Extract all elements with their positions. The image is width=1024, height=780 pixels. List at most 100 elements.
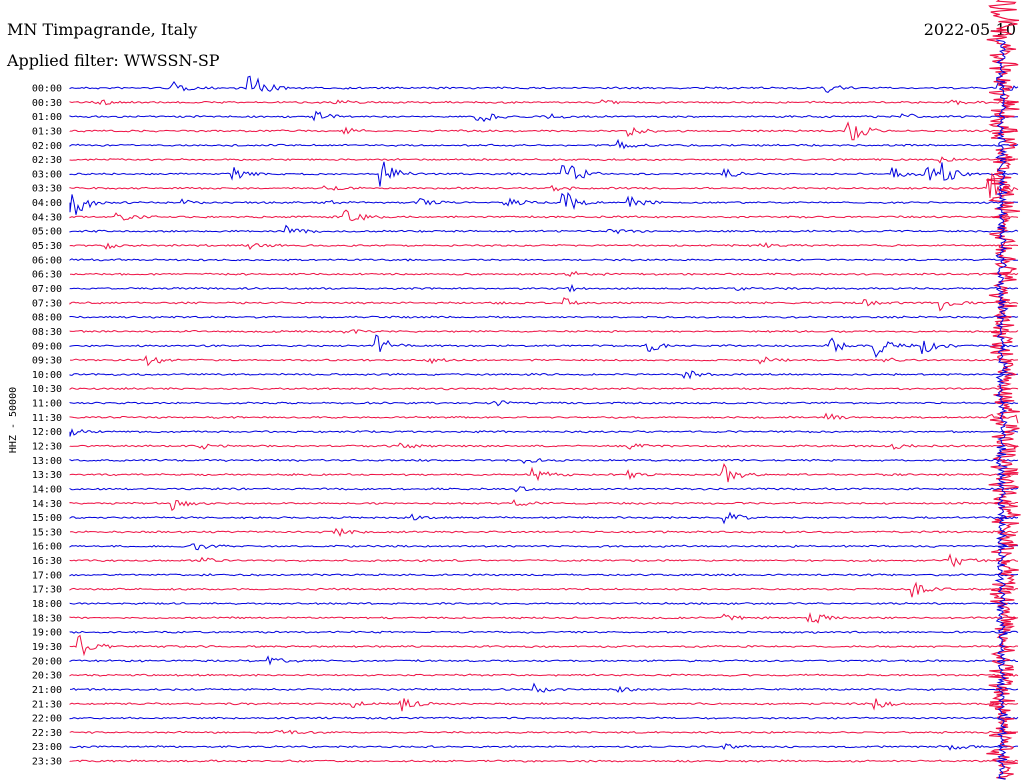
- tick-label-row: 17:30: [32, 585, 62, 596]
- tick-label-row: 03:00: [32, 169, 62, 180]
- tick-label-row: 03:30: [32, 184, 62, 195]
- trace-row: [69, 224, 1019, 235]
- filter-label: Applied filter: WWSSN-SP: [7, 51, 220, 70]
- trace-row: [69, 387, 1019, 391]
- tick-label-row: 04:00: [32, 198, 62, 209]
- trace-row: [69, 400, 1019, 407]
- trace-row: [69, 370, 1019, 380]
- tick-label-row: 12:00: [32, 427, 62, 438]
- trace-row: [69, 121, 1019, 141]
- tick-label-row: 02:30: [32, 155, 62, 166]
- trace-row: [69, 297, 1019, 312]
- trace-row: [69, 457, 1019, 464]
- trace-row: [69, 283, 1019, 293]
- trace-row: [69, 729, 1019, 735]
- tick-label-row: 15:30: [32, 527, 62, 538]
- station-title: MN Timpagrande, Italy: [7, 20, 198, 39]
- tick-label-row: 09:00: [32, 341, 62, 352]
- tick-label-row: 19:30: [32, 642, 62, 653]
- tick-label-row: 07:00: [32, 284, 62, 295]
- trace-row: [69, 759, 1019, 763]
- trace-row: [69, 209, 1019, 222]
- trace-row: [69, 611, 1019, 624]
- tick-label-row: 15:00: [32, 513, 62, 524]
- tick-label-row: 07:30: [32, 298, 62, 309]
- tick-label-row: 04:30: [32, 212, 62, 223]
- tick-label-row: 20:00: [32, 656, 62, 667]
- y-axis-label: HHZ - 50000: [8, 387, 19, 453]
- tick-label-row: 21:30: [32, 699, 62, 710]
- trace-row: [69, 601, 1019, 606]
- trace-row: [69, 573, 1019, 577]
- trace-row: [69, 463, 1019, 483]
- trace-row: [69, 581, 1019, 598]
- trace-row: [69, 355, 1019, 367]
- tick-label-row: 23:00: [32, 742, 62, 753]
- tick-label-row: 02:00: [32, 141, 62, 152]
- trace-row: [69, 99, 1019, 106]
- tick-label-row: 18:30: [32, 613, 62, 624]
- trace-row: [69, 716, 1019, 720]
- tick-label-row: 00:00: [32, 84, 62, 95]
- trace-row: [69, 682, 1019, 693]
- date-label: 2022-05-10: [923, 20, 1016, 39]
- tick-label-row: 22:30: [32, 728, 62, 739]
- tick-label-row: 05:30: [32, 241, 62, 252]
- tick-label-row: 09:30: [32, 356, 62, 367]
- trace-row: [69, 511, 1019, 525]
- trace-row: [69, 75, 1019, 93]
- trace-row: [69, 191, 1018, 215]
- tick-label-row: 00:30: [32, 98, 62, 109]
- trace-row: [69, 486, 1019, 493]
- tick-label-row: 14:30: [32, 499, 62, 510]
- tick-label-row: 22:00: [32, 714, 62, 725]
- trace-row: [69, 258, 1019, 262]
- trace-row: [69, 634, 1019, 657]
- seismic-traces: [69, 75, 1019, 763]
- large-event-trace-red: [986, 0, 1021, 780]
- trace-row: [69, 270, 1019, 277]
- tick-label-row: 05:00: [32, 227, 62, 238]
- tick-label-row: 12:30: [32, 442, 62, 453]
- tick-label-row: 11:30: [32, 413, 62, 424]
- trace-row: [69, 673, 1019, 677]
- tick-label-row: 11:00: [32, 399, 62, 410]
- tick-label-row: 01:30: [32, 126, 62, 137]
- tick-label-row: 01:00: [32, 112, 62, 123]
- trace-row: [69, 543, 1019, 551]
- tick-label-row: 20:30: [32, 671, 62, 682]
- trace-row: [69, 329, 1019, 335]
- trace-row: [69, 527, 1019, 537]
- trace-row: [69, 499, 1018, 512]
- tick-label-row: 10:30: [32, 384, 62, 395]
- tick-label-row: 17:00: [32, 570, 62, 581]
- tick-label-row: 08:30: [32, 327, 62, 338]
- trace-row: [69, 553, 1019, 568]
- tick-label-row: 19:00: [32, 628, 62, 639]
- trace-row: [69, 630, 1019, 634]
- tick-label-row: 06:30: [32, 270, 62, 281]
- tick-label-row: 10:00: [32, 370, 62, 381]
- trace-row: [69, 161, 1019, 187]
- trace-row: [69, 412, 1019, 424]
- tick-label-row: 23:30: [32, 757, 62, 768]
- trace-row: [69, 110, 1018, 123]
- trace-row: [69, 242, 1019, 250]
- trace-row: [69, 138, 1019, 150]
- trace-row: [69, 315, 1019, 319]
- trace-row: [69, 442, 1019, 450]
- trace-row: [69, 334, 1019, 358]
- large-event: [986, 0, 1021, 780]
- tick-label-row: 16:00: [32, 542, 62, 553]
- trace-row: [69, 655, 1019, 666]
- trace-row: [69, 428, 1019, 437]
- tick-label-row: 06:00: [32, 255, 62, 266]
- trace-row: [69, 172, 1019, 198]
- row-labels: 00:00 00:30 01:00 01:30 02:00 02:30 03:00 03:30…: [32, 84, 62, 768]
- tick-label-row: 08:00: [32, 313, 62, 324]
- tick-label-row: 13:30: [32, 470, 62, 481]
- large-event-trace-blue: [994, 39, 1009, 780]
- trace-row: [69, 156, 1019, 164]
- trace-row: [69, 743, 1019, 751]
